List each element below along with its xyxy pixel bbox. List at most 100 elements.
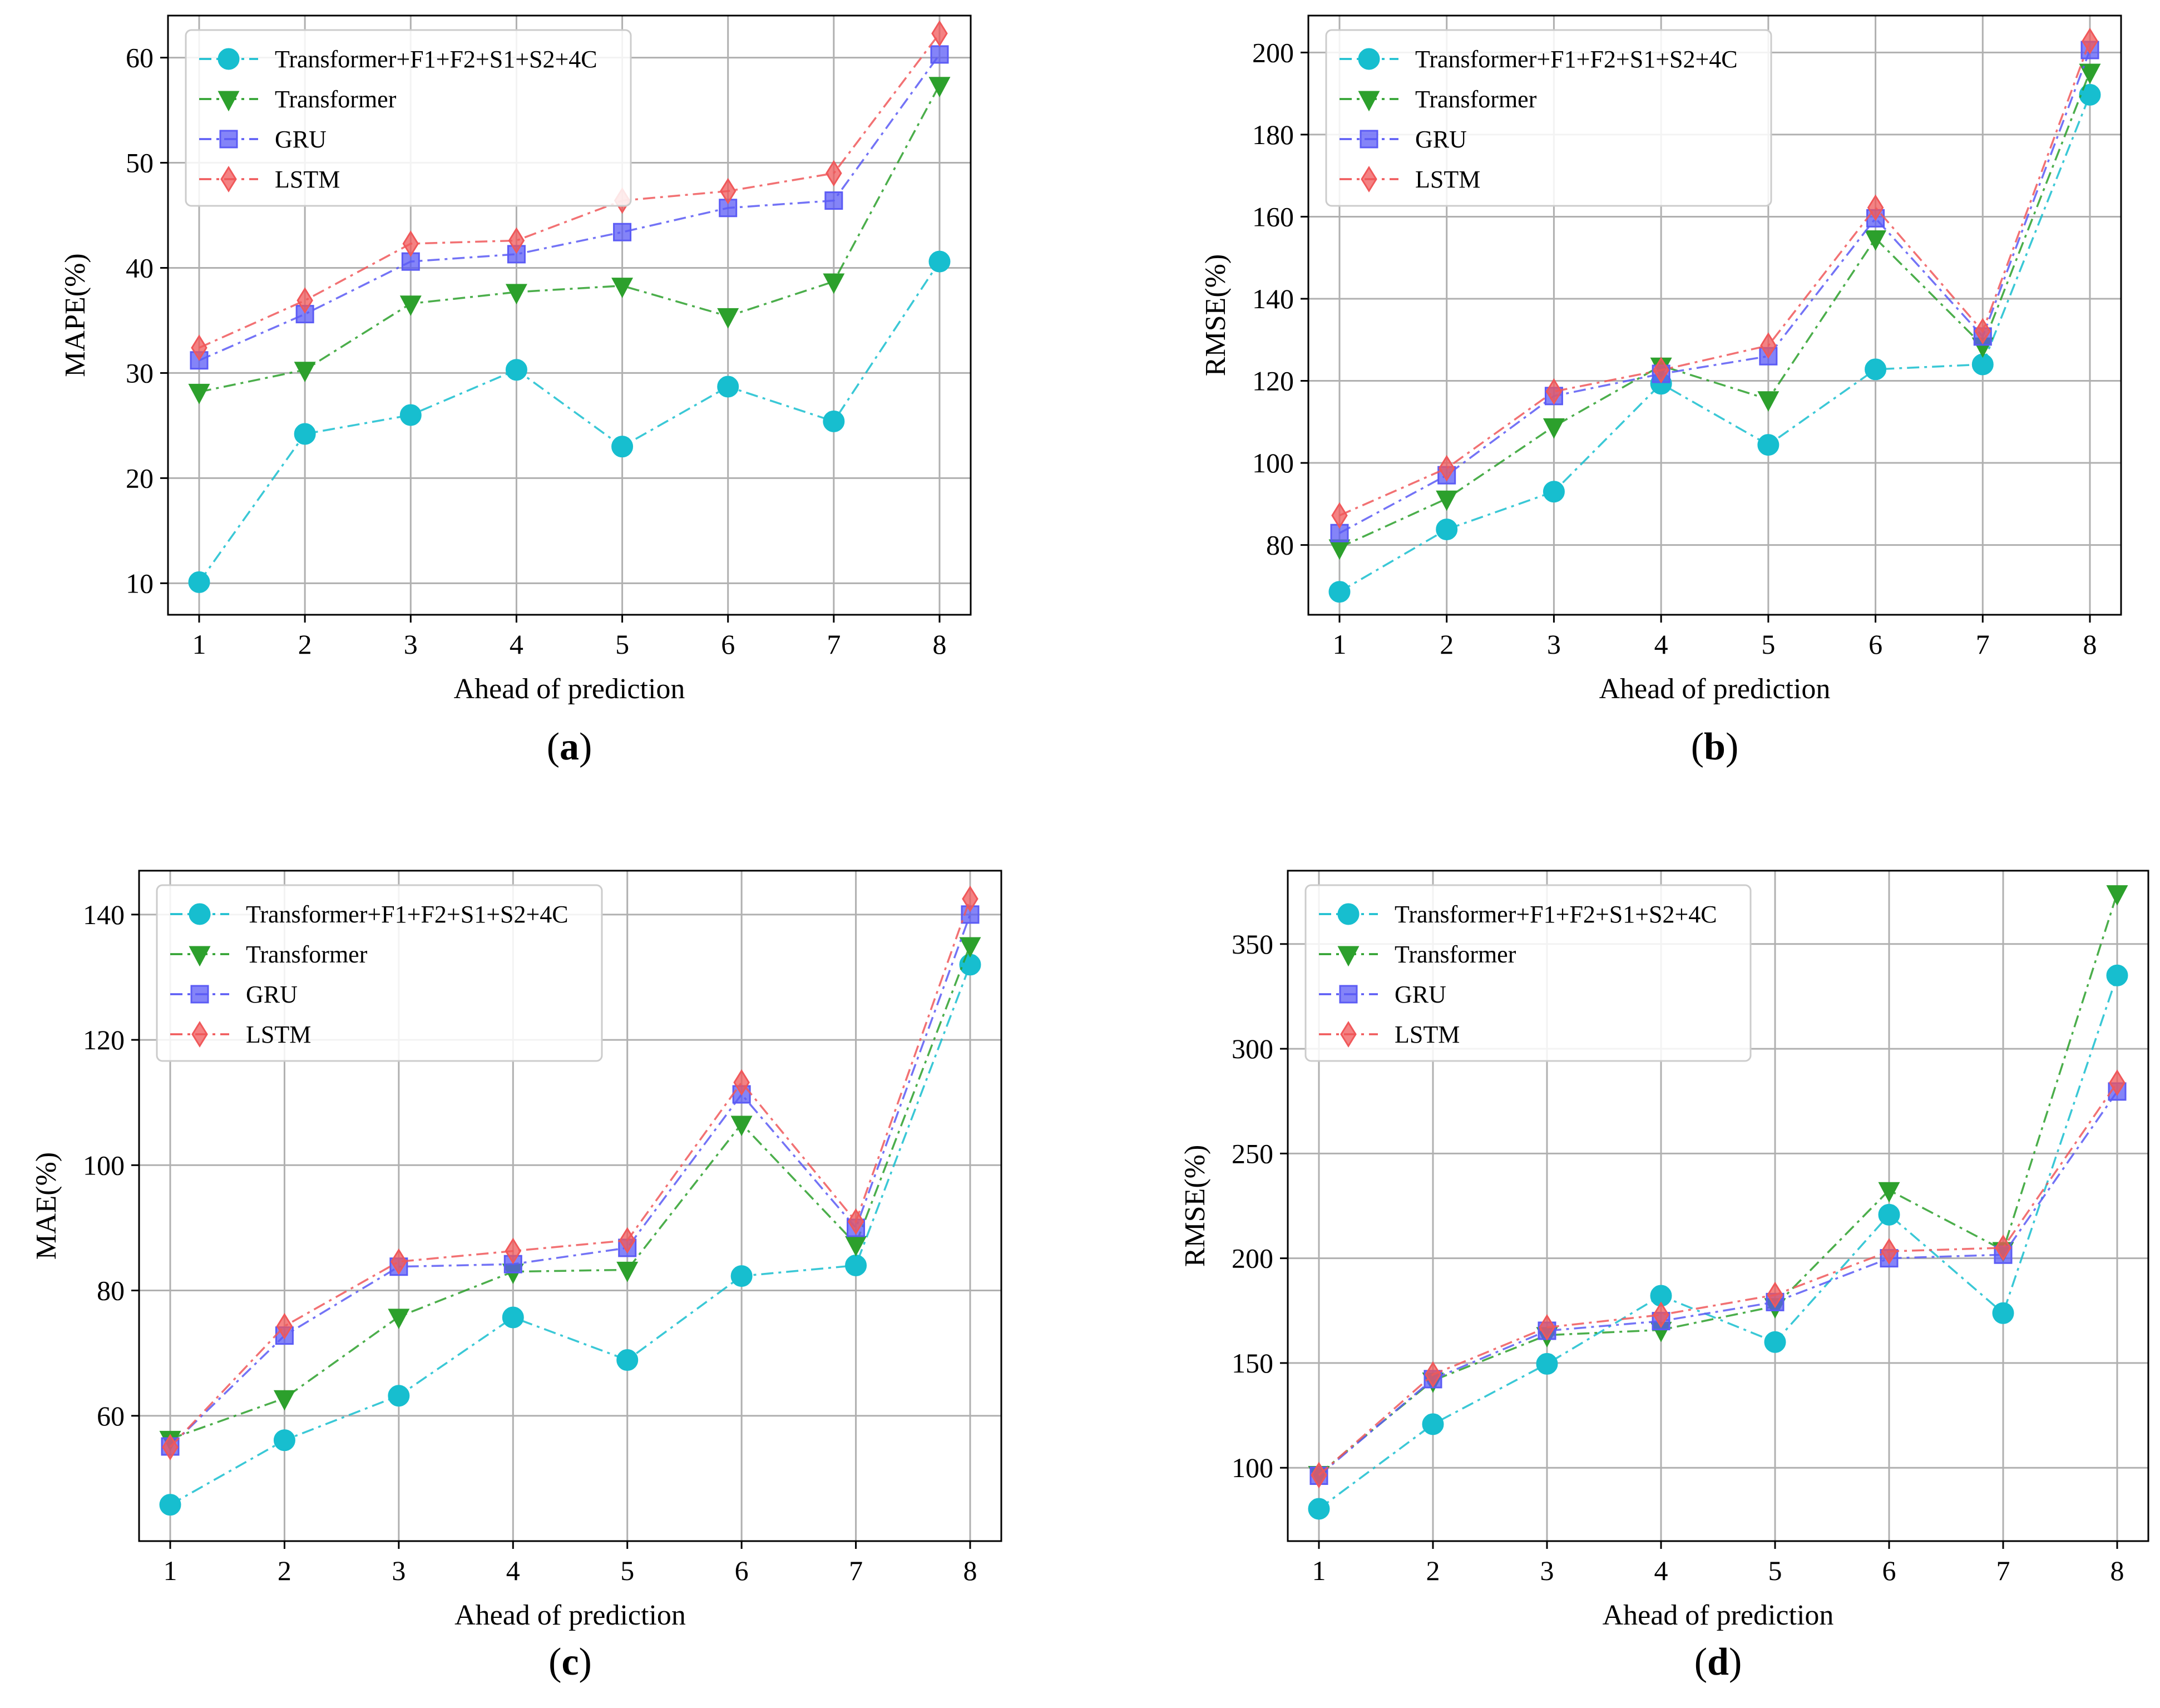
data-point-lstm (1311, 1462, 1327, 1489)
series-transformer-f1-f2-s1-s2-4c (159, 954, 981, 1516)
legend-entry-transformer-f1-f2-s1-s2-4c: Transformer+F1+F2+S1+S2+4C (1319, 901, 1717, 928)
legend-label: LSTM (1415, 166, 1480, 193)
legend-entry-transformer-f1-f2-s1-s2-4c: Transformer+F1+F2+S1+S2+4C (1340, 46, 1738, 73)
x-tick-label: 3 (1540, 1555, 1554, 1586)
data-point-gru (613, 223, 632, 241)
data-point-lstm (826, 160, 842, 187)
data-point-transformer (928, 77, 951, 97)
y-tick-label: 140 (83, 899, 125, 930)
data-point-transformer (823, 273, 845, 294)
panel-label-d: (d) (1694, 1641, 1742, 1684)
legend-marker (219, 130, 238, 149)
data-point-lstm (847, 1208, 864, 1235)
legend-entry-gru: GRU (1340, 126, 1467, 153)
data-point-transformer-f1-f2-s1-s2-4c (1865, 358, 1887, 381)
series-line-gru (1339, 50, 2091, 534)
data-point-transformer (2079, 63, 2101, 85)
legend-entry-transformer-f1-f2-s1-s2-4c: Transformer+F1+F2+S1+S2+4C (170, 901, 569, 928)
series-line-gru (1318, 1090, 2118, 1477)
chart-panel-a: 1 2 3 4 5 6 7 8 10 20 30 40 50 60 Ahead of prediction… (60, 14, 972, 768)
legend-marker (190, 985, 209, 1004)
x-tick-label: 8 (963, 1555, 977, 1586)
y-tick-label: 120 (1252, 366, 1294, 397)
data-point-transformer-f1-f2-s1-s2-4c (502, 1306, 524, 1329)
data-point-transformer (294, 362, 316, 382)
legend-box (1325, 29, 1772, 207)
x-axis-label-d: Ahead of prediction (1603, 1600, 1834, 1631)
legend-box (185, 29, 632, 207)
y-tick-label: 60 (126, 42, 154, 73)
data-point-transformer (717, 308, 739, 329)
legend-entry-gru: GRU (170, 981, 298, 1008)
data-point-transformer-f1-f2-s1-s2-4c (1328, 581, 1351, 603)
x-tick-label: 4 (1654, 1555, 1668, 1586)
data-point-transformer-f1-f2-s1-s2-4c (611, 436, 634, 458)
data-point-gru (930, 45, 949, 64)
data-point-transformer (273, 1390, 295, 1411)
series-line-transformer (199, 84, 941, 393)
y-tick-label: 20 (126, 462, 154, 493)
data-point-lstm (1331, 502, 1348, 529)
series-line-transformer (1339, 71, 2091, 549)
legend-entry-gru: GRU (199, 126, 327, 153)
legend-label: Transformer+F1+F2+S1+S2+4C (1415, 46, 1738, 73)
x-tick-label: 6 (721, 629, 735, 660)
legend-label: GRU (275, 126, 327, 153)
series-lstm (1311, 1069, 2126, 1489)
series-line-transformer-f1-f2-s1-s2-4c (170, 964, 971, 1506)
legend-marker (218, 91, 240, 112)
legend-b: Transformer+F1+F2+S1+S2+4C Transformer GRU… (1325, 29, 1772, 207)
data-point-lstm (931, 20, 948, 47)
series-line-transformer (1318, 893, 2118, 1475)
legend-c: Transformer+F1+F2+S1+S2+4C Transformer GRU… (156, 884, 603, 1062)
data-point-lstm (619, 1227, 636, 1254)
data-point-lstm (719, 177, 737, 205)
x-tick-label: 5 (1768, 1555, 1782, 1586)
x-tick-label: 7 (1996, 1555, 2010, 1586)
data-point-transformer (2106, 885, 2128, 906)
panel-label-c: (c) (548, 1641, 592, 1684)
series-line-gru (199, 53, 941, 362)
legend-entry-transformer-f1-f2-s1-s2-4c: Transformer+F1+F2+S1+S2+4C (199, 46, 597, 73)
legend-label: Transformer+F1+F2+S1+S2+4C (246, 901, 569, 928)
data-point-transformer-f1-f2-s1-s2-4c (1764, 1331, 1786, 1353)
data-point-transformer (611, 278, 634, 298)
data-point-lstm (2109, 1069, 2126, 1096)
data-point-transformer (1878, 1182, 1900, 1203)
chart-panel-b: 1 2 3 4 5 6 7 8 80 100 120 140 160 180 200 Ahead of pr… (1200, 14, 2122, 768)
x-tick-label: 5 (620, 1555, 634, 1586)
series-line-lstm (199, 33, 941, 349)
series-transformer (188, 77, 951, 404)
data-point-lstm (162, 1434, 179, 1460)
data-point-transformer-f1-f2-s1-s2-4c (2106, 964, 2128, 986)
data-point-transformer-f1-f2-s1-s2-4c (1422, 1413, 1444, 1435)
series-line-gru (169, 914, 971, 1448)
y-tick-label: 60 (97, 1400, 125, 1431)
data-point-transformer (959, 937, 981, 958)
legend-entry-transformer: Transformer (170, 941, 368, 968)
series-line-transformer (170, 945, 971, 1440)
y-tick-label: 200 (1252, 37, 1294, 68)
data-point-lstm (1438, 455, 1455, 482)
x-tick-label: 8 (2110, 1555, 2124, 1586)
y-axis-label-c: MAE(%) (31, 1152, 62, 1260)
y-tick-label: 40 (126, 252, 154, 283)
data-point-transformer (1436, 490, 1458, 511)
legend-box (1304, 884, 1752, 1062)
x-tick-label: 4 (510, 629, 523, 660)
legend-box (156, 884, 603, 1062)
x-tick-label: 8 (933, 629, 947, 660)
legend-entry-transformer: Transformer (1319, 941, 1516, 968)
legend-label: LSTM (246, 1021, 311, 1048)
data-point-transformer (505, 284, 527, 305)
data-point-transformer-f1-f2-s1-s2-4c (1436, 519, 1458, 541)
data-point-lstm (391, 1248, 407, 1275)
legend-marker (1337, 946, 1360, 967)
x-tick-label: 6 (1869, 629, 1882, 660)
plot-frame-c (138, 870, 1002, 1542)
x-tick-label: 2 (298, 629, 312, 660)
data-point-lstm (191, 334, 207, 361)
legend-marker (1358, 91, 1380, 112)
data-point-lstm (1539, 1314, 1555, 1341)
legend-marker (1360, 130, 1378, 149)
